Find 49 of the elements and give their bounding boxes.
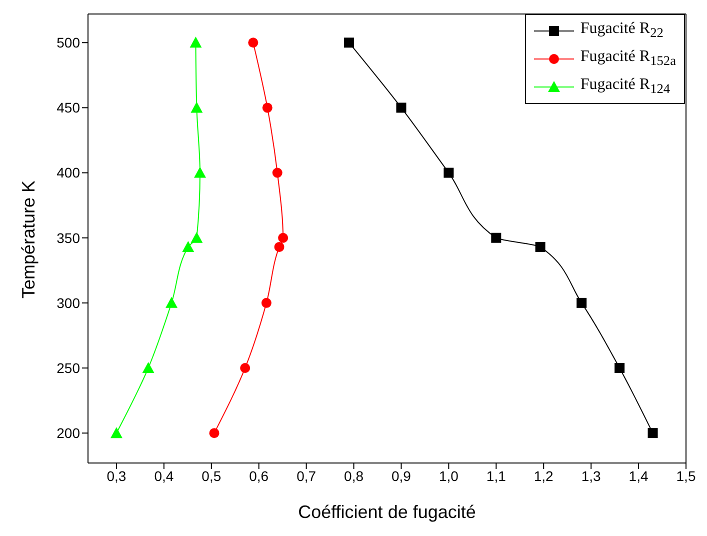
y-tick-label: 300 bbox=[56, 294, 80, 311]
point bbox=[344, 38, 354, 48]
point bbox=[248, 38, 258, 48]
y-tick-label: 450 bbox=[56, 100, 80, 116]
point bbox=[261, 298, 272, 308]
point bbox=[444, 168, 454, 178]
point bbox=[209, 428, 220, 438]
x-tick-label: 0,3 bbox=[106, 468, 126, 484]
point bbox=[576, 298, 587, 308]
y-axis-title: Température K bbox=[18, 180, 38, 298]
point bbox=[190, 36, 202, 48]
x-tick-label: 0,9 bbox=[392, 468, 412, 484]
point bbox=[614, 362, 625, 373]
point bbox=[190, 102, 203, 113]
legend-label: Fugacité R$_{124}$ bbox=[580, 76, 670, 98]
x-tick-label: 1,1 bbox=[486, 468, 506, 484]
point bbox=[535, 242, 546, 252]
point bbox=[182, 240, 194, 252]
y-tick-label: 200 bbox=[56, 425, 80, 442]
point bbox=[166, 296, 178, 308]
point bbox=[278, 232, 288, 243]
x-tick-label: 1,5 bbox=[676, 468, 696, 484]
point bbox=[648, 428, 658, 438]
y-tick-label: 400 bbox=[56, 164, 80, 181]
x-tick-label: 1,4 bbox=[628, 468, 648, 484]
x-tick-label: 0,4 bbox=[154, 468, 174, 484]
y-tick-label: 250 bbox=[56, 360, 80, 376]
point bbox=[491, 232, 502, 243]
x-tick-label: 1,3 bbox=[581, 468, 602, 484]
point bbox=[274, 242, 284, 252]
legend-label: Fugacité R$_{22}$ bbox=[580, 20, 664, 42]
x-tick-label: 1,2 bbox=[534, 468, 554, 484]
y-tick-label: 350 bbox=[56, 230, 80, 246]
x-tick-label: 1,0 bbox=[438, 468, 459, 484]
point bbox=[240, 362, 250, 373]
point bbox=[262, 102, 272, 113]
point bbox=[194, 166, 206, 178]
x-tick-label: 0,8 bbox=[344, 468, 364, 484]
x-tick-label: 0,7 bbox=[296, 468, 316, 484]
point bbox=[142, 362, 154, 373]
point bbox=[396, 102, 406, 113]
legend-label: Fugacité R$_{152a}$ bbox=[580, 48, 676, 70]
point bbox=[190, 232, 203, 243]
x-tick-label: 0,6 bbox=[249, 468, 269, 484]
point bbox=[272, 168, 282, 178]
y-tick-label: 500 bbox=[56, 34, 80, 51]
x-tick-label: 0,5 bbox=[202, 468, 222, 484]
x-axis-title: Coéfficient de fugacité bbox=[298, 502, 476, 522]
point bbox=[110, 427, 122, 438]
